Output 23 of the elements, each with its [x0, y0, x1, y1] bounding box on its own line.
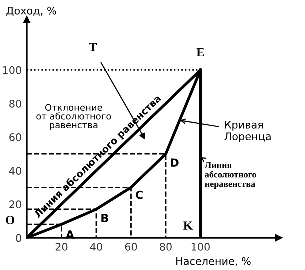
x-tick-label: 100 — [192, 243, 210, 251]
x-tick-label: 40 — [90, 243, 102, 251]
annotation: Линия абсолютного неравенства — [204, 162, 256, 190]
y-tick-label: 20 — [10, 200, 22, 209]
y-tick-label: 100 — [3, 66, 22, 74]
annotation: D — [171, 158, 179, 167]
annotation: Отклонение от абсолютного равенства — [36, 104, 112, 130]
annotation: Кривая Лоренца — [224, 121, 271, 143]
x-tick-label: 60 — [125, 243, 138, 251]
annotation: B — [102, 214, 108, 222]
annotation: C — [136, 190, 143, 200]
annotation: T — [89, 43, 97, 52]
annotation: E — [196, 48, 204, 57]
y-axis-title: Доход, % — [6, 6, 56, 16]
x-tick-label: 20 — [56, 243, 68, 251]
x-tick-label: 80 — [160, 243, 172, 251]
y-tick-label: 0 — [16, 234, 22, 242]
annotation: O — [6, 216, 15, 224]
y-tick-label: 40 — [9, 167, 22, 175]
annotation: K — [184, 222, 193, 230]
y-tick-label: 80 — [10, 100, 22, 108]
x-axis-title: Население, % — [176, 257, 251, 266]
y-tick-label: 60 — [10, 134, 22, 142]
